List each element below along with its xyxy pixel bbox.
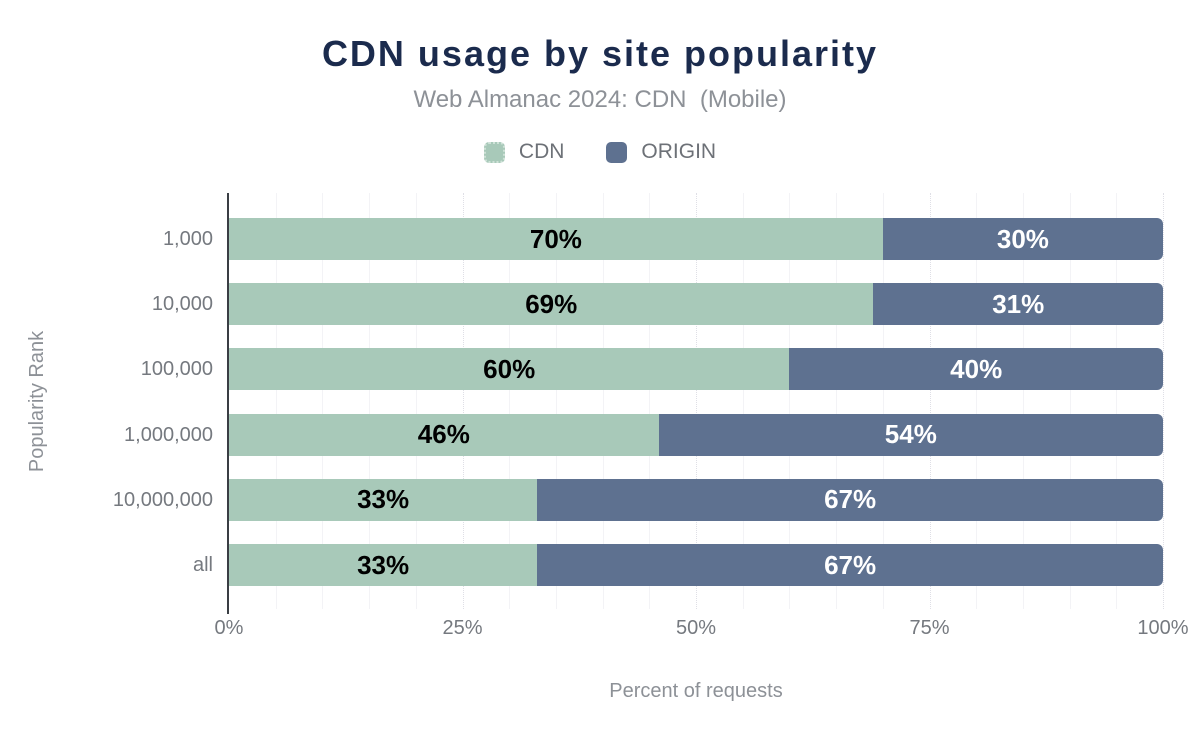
- minor-gridline: [555, 193, 557, 609]
- minor-gridline: [882, 193, 884, 609]
- chart-title: CDN usage by site popularity: [321, 33, 879, 74]
- minor-gridline: [509, 193, 511, 609]
- major-gridline: [929, 193, 932, 609]
- bar-value-label: 70%: [529, 223, 582, 254]
- minor-gridline: [789, 193, 791, 609]
- bar-value-label: 46%: [417, 419, 470, 450]
- x-tick-label: 25%: [442, 617, 483, 639]
- x-tick-label: 50%: [675, 617, 717, 639]
- bar-segment-origin[interactable]: 30%: [882, 218, 1163, 260]
- bar-value-label: 40%: [950, 353, 1003, 384]
- chart-subtitle: Web Almanac 2024: CDN (Mobile): [413, 86, 787, 113]
- legend-item-cdn[interactable]: CDN: [483, 140, 565, 164]
- bar-segment-cdn[interactable]: 33%: [229, 544, 538, 586]
- bar-segment-cdn[interactable]: 33%: [229, 478, 538, 521]
- bar-segment-cdn[interactable]: 70%: [229, 218, 883, 260]
- bar-segment-origin[interactable]: 67%: [537, 544, 1163, 586]
- y-tick-label: 10,000,000: [112, 488, 213, 511]
- legend-swatch-cdn: [483, 141, 505, 163]
- bar-row-1000: 70% 30%: [229, 218, 1163, 260]
- bar-segment-origin[interactable]: 67%: [537, 478, 1163, 521]
- x-axis-title: Percent of requests: [609, 680, 783, 702]
- minor-gridline: [976, 193, 978, 609]
- bar-row-100000: 60% 40%: [229, 348, 1163, 391]
- bar-value-label: 33%: [357, 484, 410, 515]
- y-axis-line: [227, 193, 229, 614]
- x-tick-label: 100%: [1137, 617, 1189, 639]
- x-tick-label: 0%: [214, 617, 244, 639]
- minor-gridline: [1116, 193, 1118, 609]
- x-tick-label: 75%: [909, 617, 950, 639]
- legend-item-origin[interactable]: ORIGIN: [606, 140, 716, 164]
- minor-gridline: [415, 193, 417, 609]
- y-tick-label: all: [192, 554, 213, 576]
- bar-row-all: 33% 67%: [229, 544, 1163, 586]
- major-gridline: [1163, 193, 1165, 609]
- bar-segment-origin[interactable]: 31%: [873, 283, 1163, 326]
- major-gridline: [696, 193, 698, 609]
- bar-segment-cdn[interactable]: 60%: [229, 348, 790, 391]
- y-tick-label: 1,000,000: [124, 423, 213, 446]
- bar-segment-cdn[interactable]: 46%: [229, 413, 659, 456]
- legend: CDN ORIGIN: [0, 140, 1200, 164]
- bar-value-label: 31%: [992, 288, 1045, 319]
- y-tick-label: 10,000: [151, 293, 213, 316]
- bar-value-label: 69%: [525, 288, 578, 319]
- bar-value-label: 67%: [824, 549, 877, 580]
- legend-label: ORIGIN: [641, 140, 717, 163]
- minor-gridline: [602, 193, 604, 609]
- bar-segment-origin[interactable]: 54%: [658, 413, 1163, 456]
- y-tick-label: 1,000: [162, 228, 213, 250]
- bar-value-label: 60%: [483, 353, 536, 384]
- minor-gridline: [322, 193, 324, 609]
- minor-gridline: [649, 193, 651, 609]
- minor-gridline: [369, 193, 371, 609]
- minor-gridline: [836, 193, 838, 609]
- bar-row-10000000: 33% 67%: [229, 478, 1163, 521]
- bar-segment-cdn[interactable]: 69%: [229, 283, 874, 326]
- bar-value-label: 54%: [884, 419, 937, 450]
- y-tick-label: 100,000: [140, 358, 213, 381]
- minor-gridline: [742, 193, 744, 609]
- bar-value-label: 30%: [996, 223, 1049, 254]
- bar-value-label: 67%: [824, 484, 877, 515]
- minor-gridline: [1069, 193, 1071, 609]
- bar-row-1000000: 46% 54%: [229, 413, 1163, 456]
- bar-segment-origin[interactable]: 40%: [789, 348, 1163, 391]
- minor-gridline: [1022, 193, 1024, 609]
- bar-row-10000: 69% 31%: [229, 283, 1163, 326]
- minor-gridline: [275, 193, 277, 609]
- plot-area: 70% 30% 69% 31% 60% 40% 46% 54% 33% 67% 33% 67%: [227, 193, 1165, 614]
- legend-swatch-origin: [606, 141, 628, 163]
- legend-label: CDN: [518, 140, 565, 163]
- major-gridline: [462, 193, 465, 609]
- bar-value-label: 33%: [357, 549, 410, 580]
